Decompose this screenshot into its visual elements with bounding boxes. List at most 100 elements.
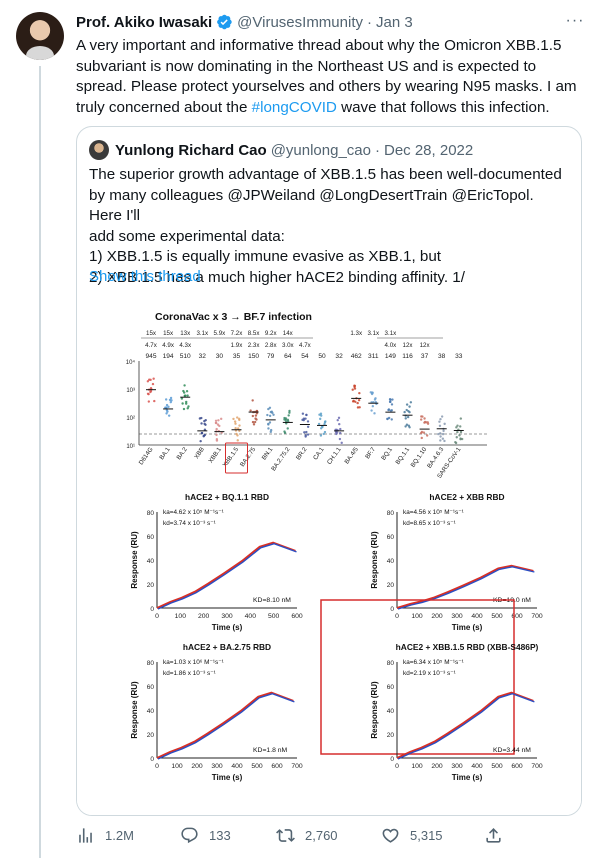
spr-x-tick: 200 [431, 763, 443, 770]
data-point [419, 418, 423, 421]
data-point [340, 441, 343, 445]
spr-x-label: Time (s) [452, 773, 483, 782]
titer-label: 79 [267, 353, 275, 360]
retweet-action[interactable]: 2,760 [276, 826, 338, 845]
data-point [164, 406, 167, 409]
spr-measured-curve [397, 692, 535, 760]
spr-ka-label: ka=1.03 x 10⁶ M⁻¹s⁻¹ [163, 659, 224, 666]
quoted-tweet-header: Yunlong Richard Cao @yunlong_cao · Dec 2… [89, 140, 473, 160]
data-point [186, 394, 189, 397]
titer-label: 33 [455, 353, 463, 360]
data-point [232, 417, 235, 421]
author-avatar[interactable] [16, 12, 64, 60]
spr-y-tick: 20 [387, 732, 395, 739]
spr-panel-title: hACE2 + BA.2.75 RBD [183, 642, 271, 652]
like-action[interactable]: 5,315 [381, 826, 443, 845]
data-point [165, 412, 168, 415]
titer-label: 32 [335, 353, 343, 360]
data-point [185, 390, 189, 393]
data-point [236, 439, 239, 442]
data-point [358, 391, 361, 395]
data-point [216, 423, 220, 426]
data-point [146, 380, 150, 383]
data-point [151, 382, 155, 386]
author-name[interactable]: Prof. Akiko Iwasaki [76, 13, 213, 31]
spr-x-tick: 0 [395, 613, 399, 620]
spr-y-label: Response (RU) [370, 531, 379, 589]
retweet-icon [276, 829, 295, 842]
retweet-count: 2,760 [305, 828, 338, 843]
tweet-date[interactable]: Jan 3 [376, 13, 413, 31]
data-point [267, 407, 270, 411]
spr-x-tick: 700 [531, 763, 543, 770]
data-point [254, 414, 258, 417]
data-point [302, 418, 305, 422]
dotplot-y-tick: 10¹ [126, 444, 135, 450]
data-point [217, 419, 220, 422]
spr-y-tick: 60 [387, 684, 395, 691]
data-point [147, 392, 150, 396]
data-point [288, 411, 291, 414]
spr-x-tick: 400 [231, 763, 243, 770]
fold-change-label: 7.2x [231, 330, 244, 337]
data-point [183, 394, 186, 398]
views-action[interactable]: 1.2M [76, 826, 134, 845]
spr-x-tick: 700 [291, 763, 303, 770]
data-point [409, 401, 413, 404]
data-point [168, 398, 172, 402]
fold-change-label: 4.9x [162, 342, 175, 349]
spr-panel-title: hACE2 + XBB.1.5 RBD (XBB-S486P) [396, 642, 539, 652]
fold-change-label: 2.8x [265, 342, 278, 349]
data-point [425, 434, 429, 437]
fold-change-label: 5.9x [214, 330, 227, 337]
dotplot-x-label: BQ.1 [380, 446, 394, 462]
data-point [407, 424, 411, 427]
data-point [357, 399, 361, 402]
figure-image[interactable]: CoronaVac x 3 → BF.7 infection 15x 15x 13x 3… [77, 297, 581, 815]
data-point [253, 420, 257, 424]
xbb15-highlight-box [225, 442, 248, 474]
hashtag-link[interactable]: #longCOVID [251, 98, 337, 116]
fold-change-label: 1.9x [231, 342, 244, 349]
data-point [286, 420, 290, 423]
data-point [420, 415, 423, 418]
spr-fit-curve [156, 541, 296, 609]
reply-count: 133 [209, 828, 231, 843]
data-point [234, 422, 237, 425]
dotplot-x-label: BA.1 [158, 446, 172, 461]
data-point [405, 403, 409, 406]
dotplot-x-label: D614G [138, 446, 155, 466]
more-options-icon[interactable]: ··· [565, 12, 585, 29]
quoted-tweet[interactable]: Yunlong Richard Cao @yunlong_cao · Dec 2… [76, 126, 582, 816]
spr-y-tick: 60 [387, 534, 395, 541]
spr-KD-label: KD=3.44 nM [493, 747, 531, 754]
show-thread-link[interactable]: Show this thread [89, 268, 201, 285]
fold-change-label: 13x [180, 330, 191, 337]
data-point [390, 418, 393, 421]
spr-y-tick: 20 [387, 582, 395, 589]
data-point [185, 400, 188, 404]
spr-x-tick: 0 [155, 613, 159, 620]
data-point [304, 417, 307, 420]
fold-change-label: 4.0x [385, 342, 398, 349]
spr-x-tick: 300 [451, 763, 463, 770]
data-point [183, 384, 186, 387]
tweet-text-tail: wave that follows this infection. [336, 98, 550, 116]
data-point [407, 409, 410, 413]
data-point [149, 387, 153, 390]
data-point [423, 417, 426, 420]
data-point [356, 406, 360, 409]
spr-x-tick: 500 [491, 763, 503, 770]
dotplot-y-tick: 10³ [126, 388, 135, 394]
share-action[interactable] [484, 826, 513, 845]
data-point [403, 410, 406, 414]
views-count: 1.2M [105, 828, 134, 843]
fold-change-label: 15x [146, 330, 157, 337]
data-point [456, 430, 459, 434]
author-handle[interactable]: @VirusesImmunity [237, 13, 363, 31]
data-point [459, 417, 463, 420]
spr-x-tick: 500 [491, 613, 503, 620]
reply-action[interactable]: 133 [180, 826, 231, 845]
spr-y-tick: 40 [147, 558, 155, 565]
